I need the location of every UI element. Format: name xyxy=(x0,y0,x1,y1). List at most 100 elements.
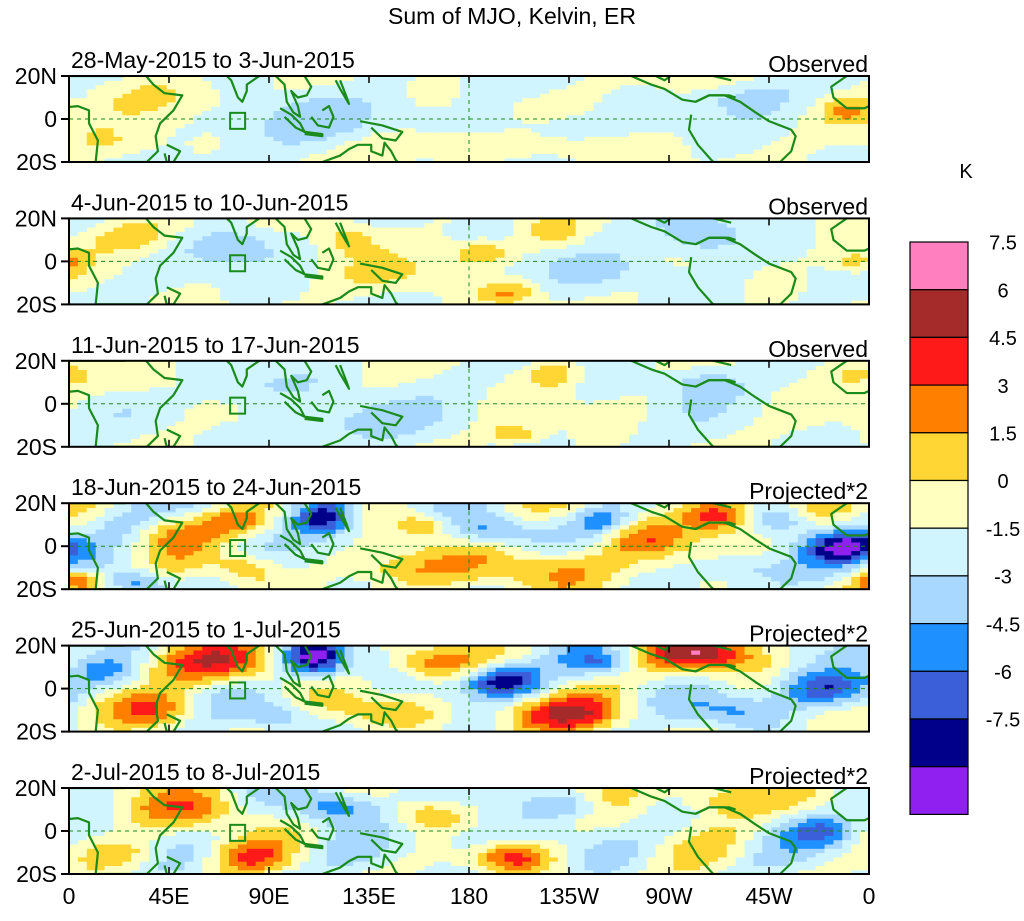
coastline-philippines xyxy=(334,79,351,106)
region-box xyxy=(229,111,247,130)
coastline-sumatra xyxy=(279,676,306,703)
panel-period: 2-Jul-2015 to 8-Jul-2015 xyxy=(71,759,320,785)
colorbar-level-label: -1.5 xyxy=(986,519,1020,541)
coastline-sumatra xyxy=(279,534,306,561)
coastline-india-coast xyxy=(225,788,262,815)
lat-tick-label: 20S xyxy=(16,576,57,602)
coastline-madagascar xyxy=(163,143,182,162)
coastline-madagascar xyxy=(163,855,182,874)
coastline-borneo xyxy=(310,674,335,699)
coastline-south-america xyxy=(687,379,797,447)
coastline-new-guinea xyxy=(359,120,404,142)
panel-label: Observed xyxy=(768,193,868,219)
coastline-caribbean-coast xyxy=(653,76,732,82)
coastline-australia-north xyxy=(321,426,399,447)
coastline-africa-coast xyxy=(69,218,184,305)
coastline-caribbean-coast xyxy=(653,218,732,224)
colorbar-level-label: 0 xyxy=(997,471,1008,493)
colorbar-swatch xyxy=(909,622,969,672)
colorbar-level-label: -6 xyxy=(994,662,1012,684)
coastline-java xyxy=(304,700,324,707)
panel-field xyxy=(69,503,869,590)
coastline-gulf-guinea xyxy=(830,76,869,110)
coastline-borneo xyxy=(310,247,335,272)
longitude-axis: 0 45E 90E 135E 180 135W 90W 45W 0 xyxy=(63,883,876,909)
colorbar-level-label: 6 xyxy=(997,280,1008,302)
panel-label: Projected*2 xyxy=(749,478,868,504)
coastline-indochina-coast xyxy=(274,360,313,403)
coastline-caribbean-coast xyxy=(653,788,732,794)
coastline-new-guinea xyxy=(359,547,404,569)
lat-tick-label: 0 xyxy=(44,533,57,559)
lat-tick-label: 20S xyxy=(16,719,57,745)
coastline-india-coast xyxy=(225,645,262,673)
colorbar-level-label: 7.5 xyxy=(989,233,1017,255)
coastline-gulf-guinea xyxy=(830,788,869,822)
panel-field xyxy=(69,76,869,162)
coastline-indochina-coast xyxy=(274,788,313,830)
coastline-africa-coast xyxy=(69,360,184,447)
coastline-borneo xyxy=(310,104,335,129)
panel-label: Projected*2 xyxy=(749,621,868,647)
colorbar-level-label: 1.5 xyxy=(989,424,1017,446)
panel-field xyxy=(69,645,869,732)
colorbar-swatch xyxy=(909,766,969,816)
panel-6: 20N 0 20S 2-Jul-2015 to 8-Jul-2015 Projected… xyxy=(15,759,870,887)
panel-field xyxy=(69,218,869,305)
lon-tick-label: 90W xyxy=(645,883,693,909)
colorbar-level-label: 3 xyxy=(997,376,1008,398)
colorbar-swatch xyxy=(909,384,969,434)
coastline-sumatra xyxy=(279,249,306,276)
coastline-india-coast xyxy=(225,360,262,388)
coastline-india-coast xyxy=(225,76,262,103)
lon-tick-label: 90E xyxy=(249,883,290,909)
panel-label: Observed xyxy=(768,51,868,77)
colorbar: K 7.5 6 4.5 3 1.5 0 -1.5 -3 -4.5 -6 -7.5 xyxy=(909,161,1020,816)
coastline-south-america xyxy=(687,806,797,874)
coastline-sumatra xyxy=(279,392,306,418)
coastline-gulf-guinea xyxy=(830,360,869,395)
lat-tick-label: 0 xyxy=(44,676,57,702)
coastline-new-guinea xyxy=(359,262,404,284)
coastline-south-america xyxy=(687,521,797,590)
coastline-africa-coast xyxy=(69,645,184,732)
coastline-south-america xyxy=(687,94,797,162)
coastline-india-coast xyxy=(225,503,262,531)
coastline-madagascar xyxy=(163,571,182,590)
region-box xyxy=(229,396,247,415)
panel-label: Projected*2 xyxy=(749,763,868,789)
colorbar-level-label: -7.5 xyxy=(986,710,1020,732)
colorbar-level-label: -4.5 xyxy=(986,614,1020,636)
coastline-indochina-coast xyxy=(274,645,313,688)
colorbar-swatch xyxy=(909,289,969,339)
colorbar-swatch xyxy=(909,670,969,720)
coastline-borneo xyxy=(310,532,335,556)
coastline-java xyxy=(304,273,324,280)
coastline-india-coast xyxy=(225,218,262,246)
coastline-africa-coast xyxy=(69,503,184,590)
lon-tick-label: 45E xyxy=(149,883,190,909)
colorbar-swatch xyxy=(909,527,969,577)
coastline-caribbean-coast xyxy=(653,503,732,509)
lon-tick-label: 180 xyxy=(450,883,488,909)
panel-label: Observed xyxy=(768,336,868,362)
coastline-philippines xyxy=(334,222,351,248)
coastline-java xyxy=(304,130,324,138)
coastline-madagascar xyxy=(163,286,182,305)
coastline-caribbean-coast xyxy=(653,360,732,367)
coastline-australia-north xyxy=(321,568,399,590)
lon-tick-label: 0 xyxy=(863,883,876,909)
coastline-java xyxy=(304,415,324,423)
colorbar-swatch xyxy=(909,479,969,529)
lat-tick-label: 20N xyxy=(15,205,57,231)
coastline-new-guinea xyxy=(359,404,404,427)
coastline-madagascar xyxy=(163,713,182,732)
lon-tick-label: 0 xyxy=(63,883,76,909)
coastline-new-guinea xyxy=(359,832,404,854)
lat-tick-label: 0 xyxy=(44,248,57,274)
coastline-gulf-guinea xyxy=(830,503,869,537)
lat-tick-label: 0 xyxy=(44,818,57,844)
colorbar-level-label: -3 xyxy=(994,567,1012,589)
coastline-sumatra xyxy=(279,819,306,846)
